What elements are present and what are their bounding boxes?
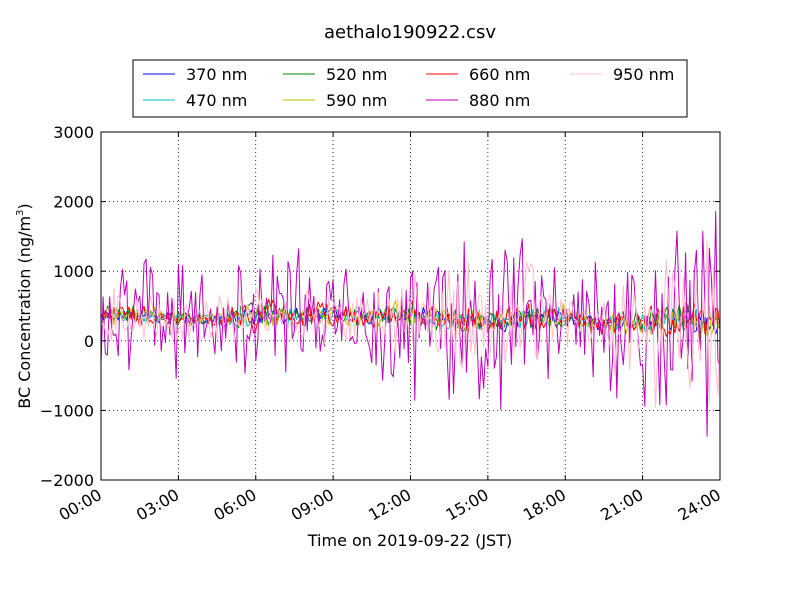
legend-label: 950 nm <box>613 65 674 84</box>
legend-label: 520 nm <box>326 65 387 84</box>
y-axis-label: BC Concentration (ng/m3) <box>15 203 34 408</box>
series-line-950-nm <box>101 240 720 408</box>
legend-label: 470 nm <box>186 91 247 110</box>
y-tick-label: 3000 <box>53 123 94 142</box>
legend: 370 nm 470 nm 520 nm 590 nm 660 nm 880 nm 950 … <box>132 59 688 118</box>
series-lines <box>101 211 720 437</box>
y-tick-label: 1000 <box>53 262 94 281</box>
y-tick-label: 2000 <box>53 193 94 212</box>
y-tick-label: 0 <box>84 332 94 351</box>
legend-label: 880 nm <box>469 91 530 110</box>
legend-label: 370 nm <box>186 65 247 84</box>
y-tick-label: −1000 <box>40 401 94 420</box>
legend-label: 660 nm <box>469 65 530 84</box>
y-axis-label-superscript: 3 <box>15 210 26 216</box>
legend-label: 590 nm <box>326 91 387 110</box>
y-tick-label: −2000 <box>40 471 94 490</box>
legend-box <box>132 59 688 118</box>
y-axis: 3000 2000 1000 0 −1000 −2000 <box>40 123 720 490</box>
y-axis-label-close: ) <box>15 203 34 209</box>
y-axis-label-main: BC Concentration (ng/m <box>15 216 34 409</box>
x-axis-label: Time on 2019-09-22 (JST) <box>307 531 512 550</box>
series-line-880-nm <box>101 211 720 437</box>
chart-title: aethalo190922.csv <box>324 22 496 43</box>
